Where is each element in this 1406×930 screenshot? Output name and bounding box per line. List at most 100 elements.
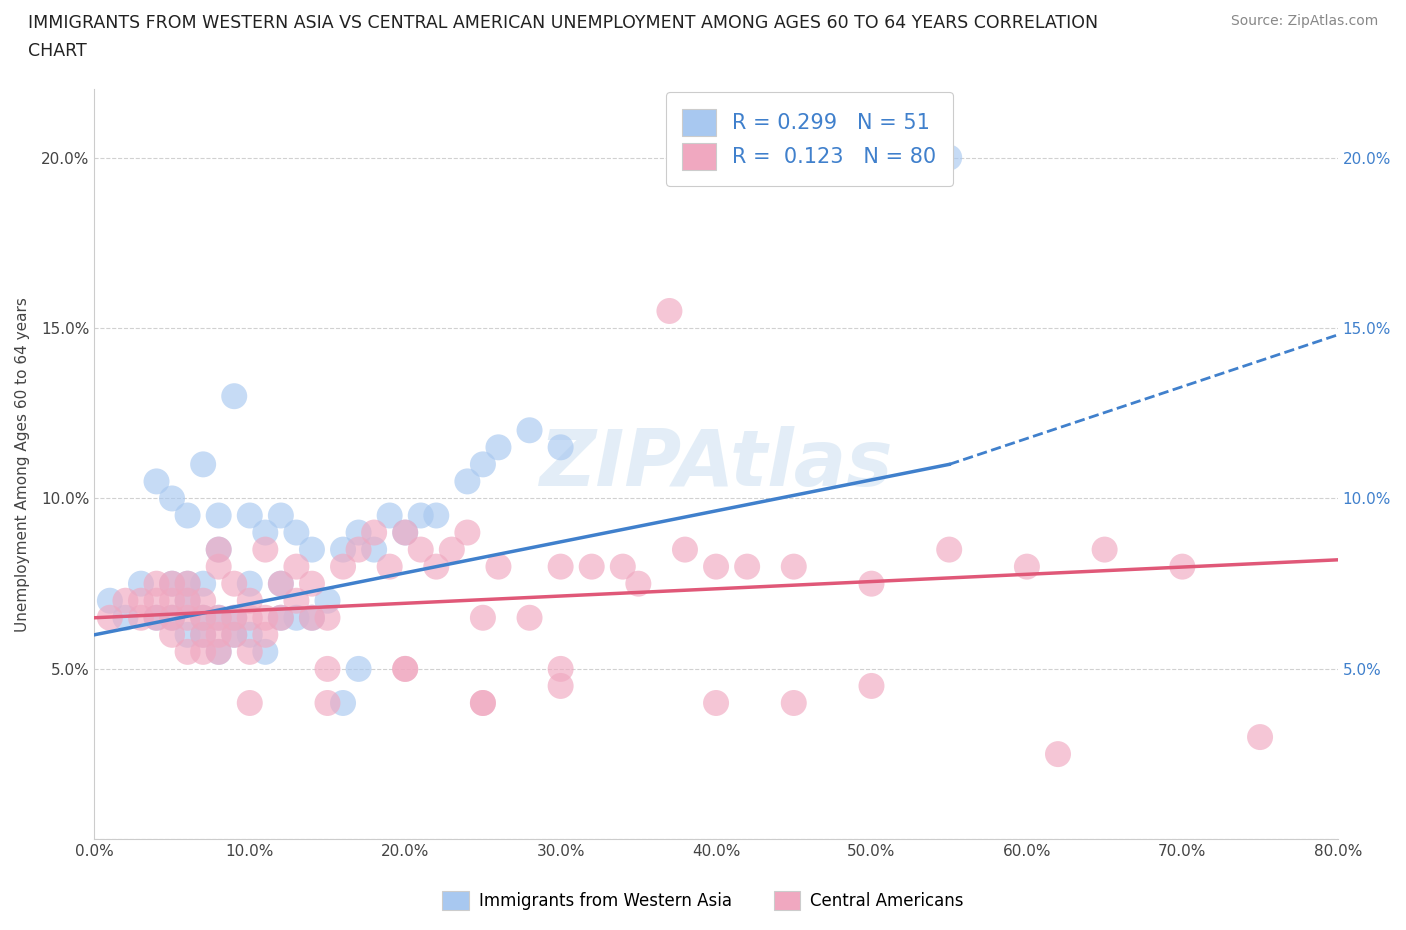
Point — [176, 593, 198, 608]
Point — [270, 610, 292, 625]
Point — [129, 593, 152, 608]
Point — [347, 542, 370, 557]
Point — [239, 593, 262, 608]
Point — [176, 577, 198, 591]
Point — [145, 593, 167, 608]
Point — [673, 542, 696, 557]
Point — [332, 559, 354, 574]
Point — [191, 593, 214, 608]
Point — [471, 610, 494, 625]
Point — [783, 559, 806, 574]
Point — [160, 610, 183, 625]
Point — [270, 508, 292, 523]
Point — [347, 661, 370, 676]
Point — [285, 610, 308, 625]
Point — [254, 525, 277, 540]
Text: ZIPAtlas: ZIPAtlas — [540, 426, 893, 502]
Point — [783, 696, 806, 711]
Point — [488, 559, 510, 574]
Text: CHART: CHART — [28, 42, 87, 60]
Point — [176, 628, 198, 643]
Point — [363, 542, 385, 557]
Point — [176, 593, 198, 608]
Point — [471, 457, 494, 472]
Point — [254, 610, 277, 625]
Point — [456, 474, 478, 489]
Point — [658, 303, 681, 318]
Point — [627, 577, 650, 591]
Point — [316, 661, 339, 676]
Point — [378, 508, 401, 523]
Point — [176, 644, 198, 659]
Point — [456, 525, 478, 540]
Point — [425, 559, 447, 574]
Point — [191, 610, 214, 625]
Point — [1171, 559, 1194, 574]
Point — [191, 644, 214, 659]
Point — [550, 559, 572, 574]
Point — [425, 508, 447, 523]
Point — [332, 696, 354, 711]
Point — [1249, 730, 1271, 745]
Point — [160, 628, 183, 643]
Point — [550, 440, 572, 455]
Point — [160, 593, 183, 608]
Point — [735, 559, 758, 574]
Point — [191, 628, 214, 643]
Point — [160, 577, 183, 591]
Point — [704, 696, 727, 711]
Point — [208, 508, 231, 523]
Point — [176, 577, 198, 591]
Point — [378, 559, 401, 574]
Text: Source: ZipAtlas.com: Source: ZipAtlas.com — [1230, 14, 1378, 28]
Point — [938, 542, 960, 557]
Point — [208, 542, 231, 557]
Point — [129, 610, 152, 625]
Text: IMMIGRANTS FROM WESTERN ASIA VS CENTRAL AMERICAN UNEMPLOYMENT AMONG AGES 60 TO 6: IMMIGRANTS FROM WESTERN ASIA VS CENTRAL … — [28, 14, 1098, 32]
Point — [224, 610, 246, 625]
Point — [704, 559, 727, 574]
Point — [860, 679, 883, 694]
Point — [394, 661, 416, 676]
Point — [239, 610, 262, 625]
Point — [98, 593, 121, 608]
Point — [409, 508, 432, 523]
Point — [145, 474, 167, 489]
Point — [519, 610, 541, 625]
Point — [285, 593, 308, 608]
Point — [224, 389, 246, 404]
Point — [270, 577, 292, 591]
Point — [176, 508, 198, 523]
Y-axis label: Unemployment Among Ages 60 to 64 years: Unemployment Among Ages 60 to 64 years — [15, 297, 30, 631]
Point — [316, 593, 339, 608]
Point — [285, 525, 308, 540]
Point — [363, 525, 385, 540]
Point — [160, 577, 183, 591]
Point — [394, 525, 416, 540]
Point — [301, 610, 323, 625]
Point — [98, 610, 121, 625]
Point — [239, 644, 262, 659]
Point — [285, 559, 308, 574]
Point — [471, 696, 494, 711]
Point — [1015, 559, 1038, 574]
Point — [239, 628, 262, 643]
Point — [224, 610, 246, 625]
Legend: Immigrants from Western Asia, Central Americans: Immigrants from Western Asia, Central Am… — [436, 884, 970, 917]
Point — [519, 423, 541, 438]
Point — [191, 577, 214, 591]
Point — [160, 610, 183, 625]
Point — [208, 610, 231, 625]
Point — [860, 577, 883, 591]
Point — [270, 577, 292, 591]
Point — [581, 559, 603, 574]
Point — [471, 696, 494, 711]
Point — [301, 610, 323, 625]
Point — [224, 628, 246, 643]
Point — [612, 559, 634, 574]
Point — [224, 628, 246, 643]
Point — [440, 542, 463, 557]
Point — [208, 628, 231, 643]
Point — [316, 696, 339, 711]
Point — [160, 491, 183, 506]
